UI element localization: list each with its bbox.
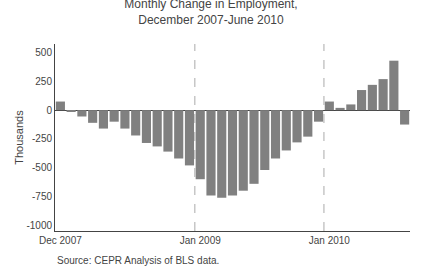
svg-text:500: 500 [35,47,52,58]
svg-text:-750: -750 [32,191,52,202]
svg-text:-1000: -1000 [26,220,52,231]
svg-text:Source: CEPR Analysis of BLS d: Source: CEPR Analysis of BLS data. [57,255,219,266]
svg-text:250: 250 [35,76,52,87]
svg-text:0: 0 [46,105,52,116]
svg-text:Thousands: Thousands [13,110,25,165]
svg-text:Monthly Change in Employment,D: Monthly Change in Employment,December 20… [124,0,297,27]
svg-text:Jan 2010: Jan 2010 [309,235,351,246]
svg-text:Dec 2007: Dec 2007 [39,235,82,246]
svg-text:-250: -250 [32,133,52,144]
svg-text:Jan 2009: Jan 2009 [180,235,222,246]
svg-text:-500: -500 [32,162,52,173]
